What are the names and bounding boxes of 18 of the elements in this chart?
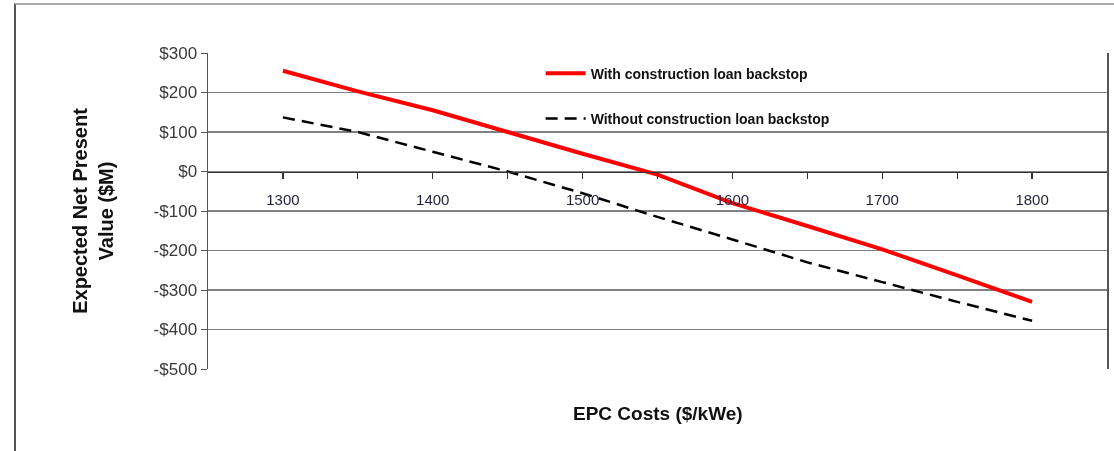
y-tick-label: $0: [178, 162, 198, 182]
y-tick-label: -$400: [153, 320, 198, 340]
y-tick-label: -$500: [153, 359, 198, 379]
legend-label: Without construction loan backstop: [590, 111, 830, 127]
x-tick-label: 1400: [416, 191, 450, 208]
x-tick-label: 1800: [1015, 191, 1049, 208]
x-tick-label: 1500: [565, 191, 600, 208]
y-tick-label: -$200: [153, 241, 198, 261]
y-tick-label: -$100: [153, 201, 198, 221]
x-tick-label: 1300: [266, 191, 300, 208]
y-tick-label: $300: [159, 43, 198, 63]
legend-label: With construction loan backstop: [590, 65, 808, 82]
y-tick-label: $200: [159, 83, 198, 103]
y-axis-title: Expected Net Present Value ($M): [69, 107, 118, 314]
y-tick-label: $100: [159, 122, 198, 142]
y-tick-label: -$300: [153, 280, 198, 300]
x-tick-label: 1700: [865, 191, 899, 208]
x-axis-title: EPC Costs ($/kWe): [573, 403, 743, 424]
